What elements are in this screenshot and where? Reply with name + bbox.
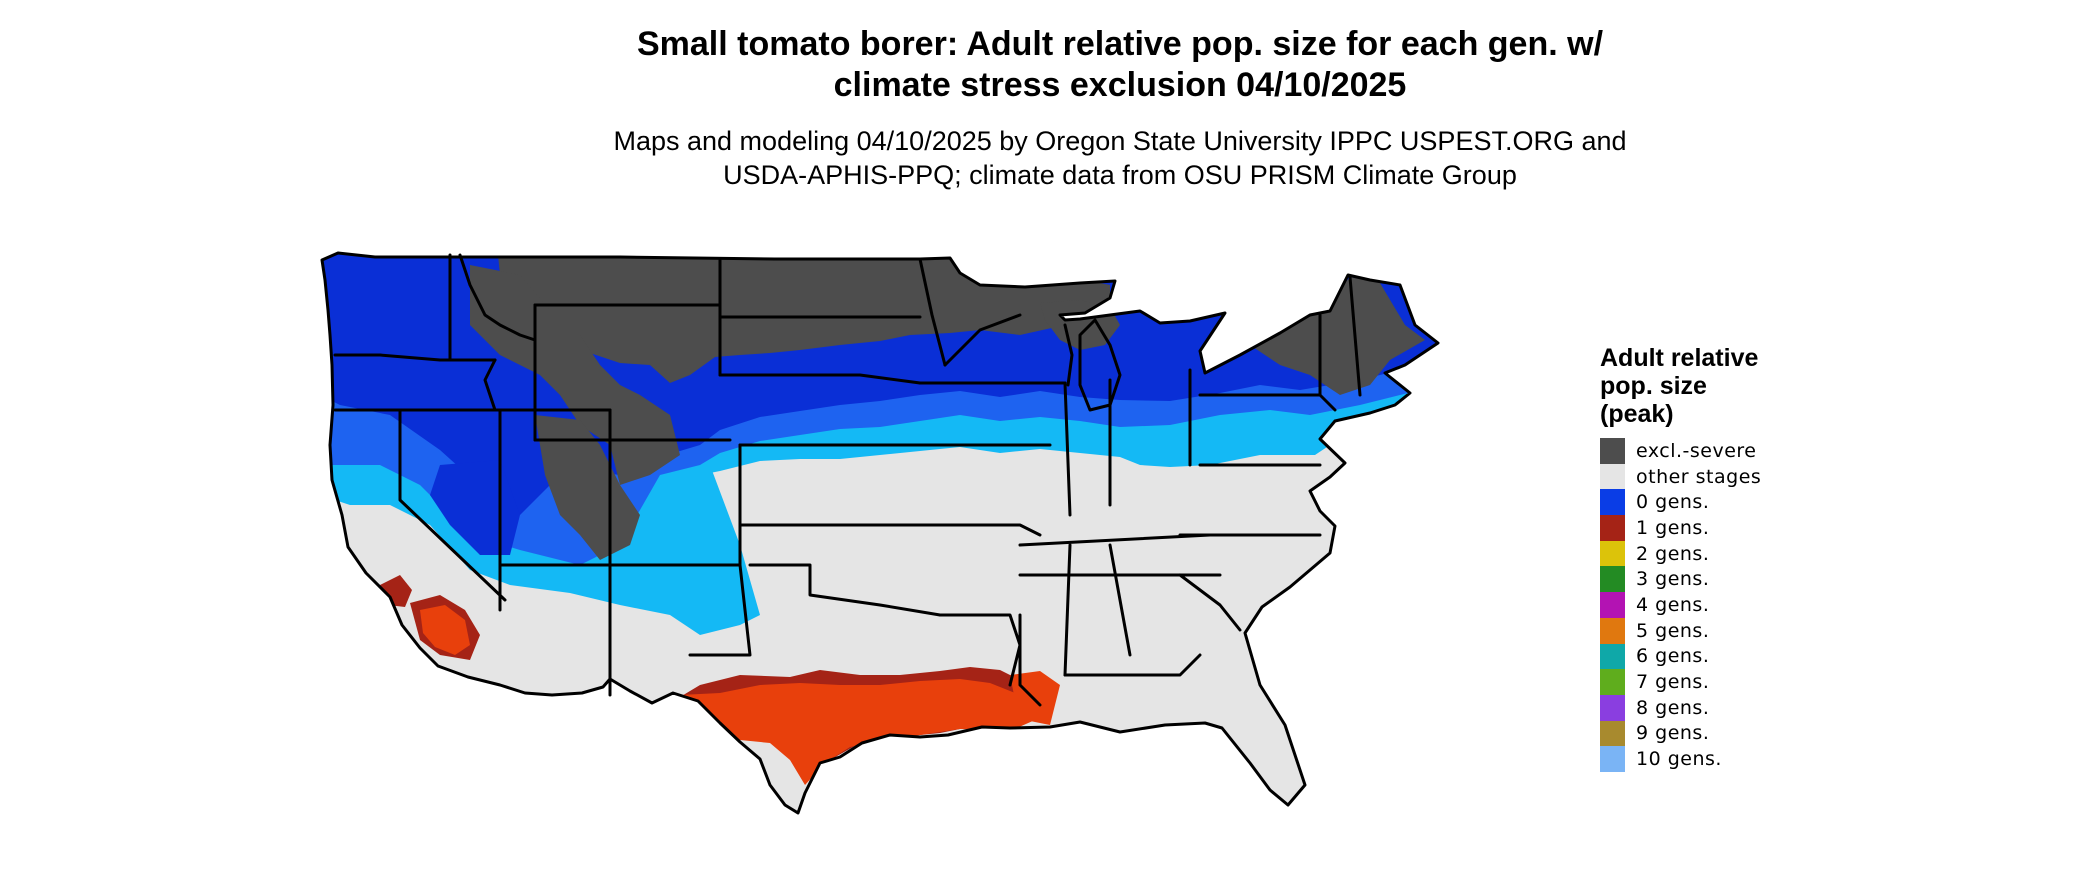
legend-item-excl-severe: excl.-severe	[1600, 438, 1761, 464]
map-subtitle: Maps and modeling 04/10/2025 by Oregon S…	[340, 124, 1900, 192]
border-nd-mn	[918, 257, 947, 367]
border-wa-or	[333, 353, 497, 362]
legend-label: 4 gens.	[1636, 593, 1710, 616]
legend-label: 0 gens.	[1636, 491, 1710, 514]
border-nm-tx	[688, 563, 752, 657]
zone-excluded-rockies	[470, 265, 680, 485]
zone-1gen-arizona-bright	[420, 605, 470, 655]
legend-item-3-gens: 3 gens.	[1600, 566, 1761, 593]
zone-2gen-florida-keys	[940, 775, 970, 795]
border-mi-outline	[1078, 318, 1122, 412]
border-nc-sc	[1178, 573, 1242, 632]
legend-label: 10 gens.	[1636, 748, 1722, 771]
border-mn-wi	[943, 313, 1022, 367]
legend-label: 8 gens.	[1636, 696, 1710, 719]
legend-label: 1 gens.	[1636, 516, 1710, 539]
legend-label: 7 gens.	[1636, 671, 1710, 694]
border-ar-la	[938, 613, 1022, 687]
legend-swatch	[1600, 438, 1625, 464]
legend-swatch	[1600, 720, 1625, 747]
legend-label: 2 gens.	[1636, 542, 1710, 565]
border-ms-al	[1063, 543, 1072, 677]
border-ny-vt-nh	[1318, 275, 1362, 397]
legend-title-line-3: (peak)	[1600, 400, 1674, 428]
state-borders	[320, 251, 1440, 815]
border-lake-michigan	[1063, 323, 1074, 387]
border-ky-tn	[1018, 533, 1212, 547]
border-id-mt	[458, 253, 537, 342]
legend-swatch	[1600, 617, 1625, 644]
border-il-in	[1063, 381, 1072, 517]
legend-item-8-gens: 8 gens.	[1600, 694, 1761, 721]
legend-label: 6 gens.	[1636, 645, 1710, 668]
border-ok-tx	[748, 563, 942, 617]
legend-title: Adult relative pop. size (peak)	[1600, 344, 1761, 428]
legend-title-line-2: pop. size	[1600, 372, 1707, 400]
border-ca-nv	[398, 408, 507, 602]
legend-swatch	[1600, 566, 1625, 593]
zone-0gen-dark-basin	[430, 460, 520, 555]
legend-swatch	[1600, 489, 1625, 516]
legend-label: other stages	[1636, 465, 1762, 488]
legend-label: 3 gens.	[1636, 568, 1710, 591]
legend-label: 5 gens.	[1636, 619, 1710, 642]
map-title-line-2: climate stress exclusion 04/10/2025	[833, 66, 1407, 104]
border-al-ga	[1108, 543, 1132, 657]
map-title-line-1: Small tomato borer: Adult relative pop. …	[636, 25, 1604, 63]
legend-items: excl.-severe other stages 0 gens. 1 gens…	[1600, 438, 1761, 772]
zone-excluded-northeast	[1250, 277, 1425, 395]
legend-swatch	[1600, 540, 1625, 567]
legend: Adult relative pop. size (peak) excl.-se…	[1600, 344, 1761, 772]
legend-swatch	[1600, 694, 1625, 721]
map-subtitle-line-1: Maps and modeling 04/10/2025 by Oregon S…	[613, 126, 1627, 156]
legend-swatch	[1600, 643, 1625, 670]
border-sd-ne	[718, 373, 922, 385]
border-or-id	[483, 358, 497, 412]
border-ga-fl	[1063, 653, 1202, 677]
zone-excluded-colorado	[535, 415, 640, 560]
legend-item-other-stages: other stages	[1600, 463, 1762, 490]
legend-swatch	[1600, 463, 1625, 490]
map-title: Small tomato borer: Adult relative pop. …	[340, 24, 1900, 106]
legend-swatch	[1600, 592, 1625, 618]
legend-label: 9 gens.	[1636, 722, 1710, 745]
legend-swatch	[1600, 669, 1625, 695]
legend-item-7-gens: 7 gens.	[1600, 669, 1761, 695]
legend-swatch	[1600, 746, 1625, 772]
legend-item-5-gens: 5 gens.	[1600, 617, 1761, 644]
legend-item-4-gens: 4 gens.	[1600, 592, 1761, 618]
legend-item-6-gens: 6 gens.	[1600, 643, 1761, 670]
us-map	[320, 251, 1440, 815]
zone-1gen-bright-gulf	[640, 679, 1035, 785]
map-subtitle-line-2: USDA-APHIS-PPQ; climate data from OSU PR…	[723, 160, 1517, 190]
border-mo-ar	[938, 523, 1042, 537]
legend-swatch	[1600, 515, 1625, 541]
legend-item-1-gens: 1 gens.	[1600, 515, 1761, 541]
legend-label: excl.-severe	[1636, 439, 1757, 462]
legend-item-9-gens: 9 gens.	[1600, 720, 1761, 747]
us-outline	[320, 251, 1440, 815]
legend-item-10-gens: 10 gens.	[1600, 746, 1761, 772]
border-la-ms	[1018, 613, 1042, 707]
legend-item-0-gens: 0 gens.	[1600, 489, 1761, 516]
legend-title-line-1: Adult relative	[1600, 344, 1759, 372]
legend-item-2-gens: 2 gens.	[1600, 540, 1761, 567]
